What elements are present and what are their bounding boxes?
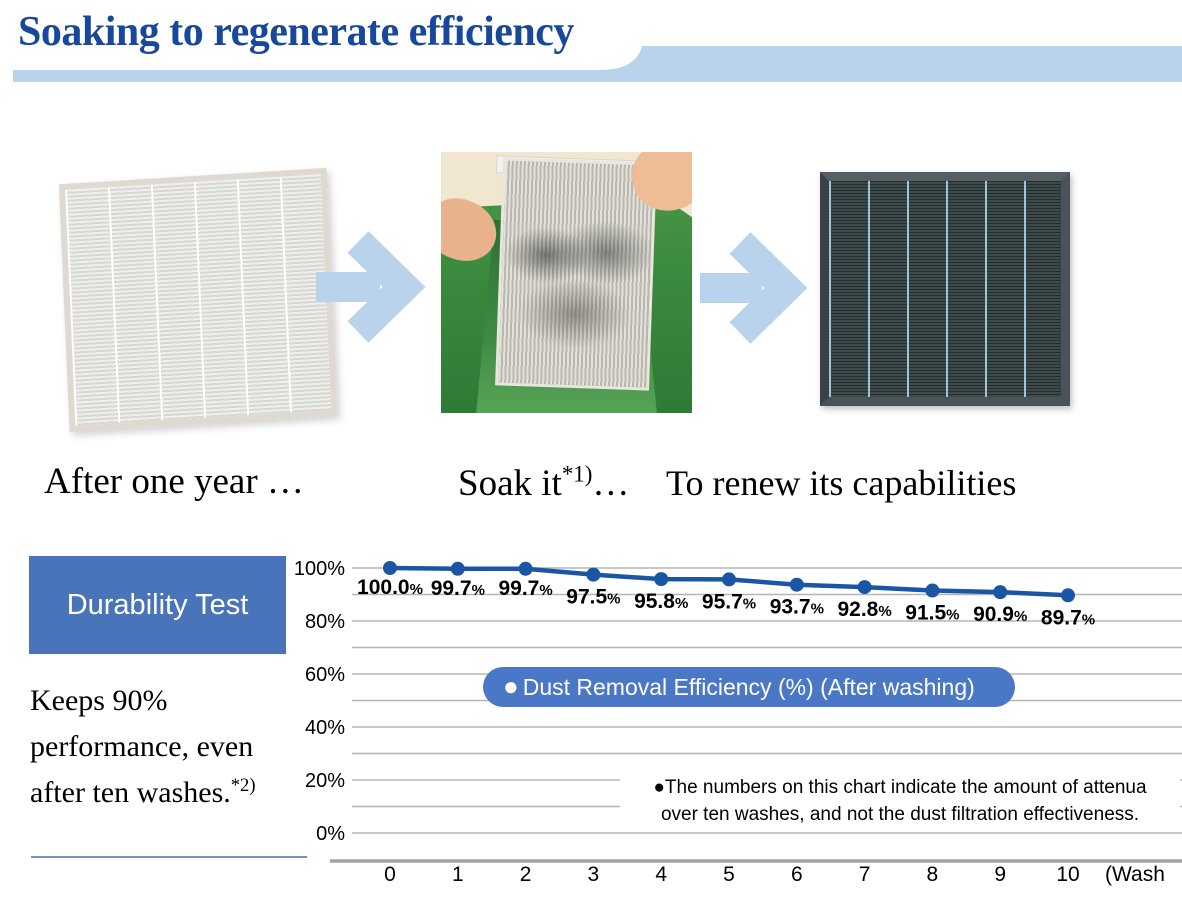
chart-footnote-line1: ●The numbers on this chart indicate the … xyxy=(653,777,1147,798)
svg-text:99.7%: 99.7% xyxy=(498,577,552,600)
svg-text:3: 3 xyxy=(588,863,600,886)
data-points xyxy=(383,561,1075,603)
arrow-right-icon xyxy=(316,231,426,343)
header-band xyxy=(13,46,1182,82)
svg-text:6: 6 xyxy=(791,863,803,886)
svg-text:95.8%: 95.8% xyxy=(634,590,688,613)
svg-text:2: 2 xyxy=(520,863,532,886)
caption-after-one-year: After one year … xyxy=(44,460,304,503)
durability-chart: 100% 80% 60% 40% 20% 0% 100.0% 99.7% 99.7% 97.5% 9… xyxy=(290,545,1182,897)
note-text: Keeps 90% performance, even after ten wa… xyxy=(30,684,254,809)
svg-text:97.5%: 97.5% xyxy=(566,586,620,609)
footnote-marker: *1) xyxy=(561,461,593,487)
svg-text:99.7%: 99.7% xyxy=(431,577,485,600)
durability-note: Keeps 90% performance, even after ten wa… xyxy=(30,678,308,816)
caption-text: After one year … xyxy=(44,461,304,502)
x-axis-unit: (Wash xyxy=(1105,863,1165,886)
caption-soak-it: Soak it*1)… xyxy=(458,462,629,505)
caption-text: To renew its capabilities xyxy=(666,463,1017,503)
svg-text:0%: 0% xyxy=(316,823,345,845)
svg-text:7: 7 xyxy=(859,863,871,886)
chart-footnote-line2: over ten washes, and not the dust filtra… xyxy=(660,803,1140,825)
value-labels: 100.0% 99.7% 99.7% 97.5% 95.8% 95.7% 93.7% 92.8… xyxy=(357,576,1095,629)
chart-canvas: 100% 80% 60% 40% 20% 0% 100.0% 99.7% 99.7% 97.5% 9… xyxy=(294,558,1182,886)
svg-text:100%: 100% xyxy=(294,558,345,580)
dirty-filter-image xyxy=(58,167,338,433)
divider-line xyxy=(31,856,307,858)
photo-soaking-filter xyxy=(441,152,692,413)
svg-text:1: 1 xyxy=(452,863,464,886)
svg-text:8: 8 xyxy=(927,863,939,886)
svg-text:100.0%: 100.0% xyxy=(357,576,423,599)
svg-text:40%: 40% xyxy=(305,717,345,739)
caption-text: Soak it xyxy=(458,463,562,504)
header-band-shape xyxy=(13,46,1182,82)
svg-text:90.9%: 90.9% xyxy=(973,603,1027,626)
svg-text:10: 10 xyxy=(1056,863,1079,886)
caption-text: … xyxy=(592,463,630,504)
y-tick-labels: 100% 80% 60% 40% 20% 0% xyxy=(294,558,345,845)
chart-legend: ● Dust Removal Efficiency (%) (After was… xyxy=(483,667,1015,707)
soaked-filter-image xyxy=(495,157,657,391)
x-tick-labels: 0 1 2 3 4 5 6 7 8 9 10 (Wash xyxy=(384,863,1165,886)
svg-text:4: 4 xyxy=(655,863,667,886)
photo-dirty-white-filter xyxy=(58,167,338,433)
svg-text:5: 5 xyxy=(723,863,735,886)
footnote-marker: *2) xyxy=(230,774,256,796)
arrow-right-icon xyxy=(700,232,808,344)
svg-text:92.8%: 92.8% xyxy=(837,598,891,621)
svg-text:80%: 80% xyxy=(305,611,345,633)
svg-text:91.5%: 91.5% xyxy=(905,602,959,625)
caption-renew-capabilities: To renew its capabilities xyxy=(666,462,1016,504)
svg-text:9: 9 xyxy=(994,863,1006,886)
svg-text:93.7%: 93.7% xyxy=(770,596,824,619)
durability-test-badge: Durability Test xyxy=(29,556,286,654)
svg-text:0: 0 xyxy=(384,863,396,886)
badge-label: Durability Test xyxy=(66,588,249,621)
svg-text:89.7%: 89.7% xyxy=(1041,606,1095,629)
legend-bullet-icon: ● xyxy=(503,671,519,701)
photo-renewed-filter xyxy=(820,172,1070,406)
svg-text:60%: 60% xyxy=(305,664,345,686)
legend-label: Dust Removal Efficiency (%) (After washi… xyxy=(522,673,975,700)
svg-text:20%: 20% xyxy=(305,770,345,792)
svg-text:95.7%: 95.7% xyxy=(702,590,756,613)
chart-footnote: ●The numbers on this chart indicate the … xyxy=(620,773,1180,831)
page-title: Soaking to regenerate efficiency xyxy=(18,9,574,55)
